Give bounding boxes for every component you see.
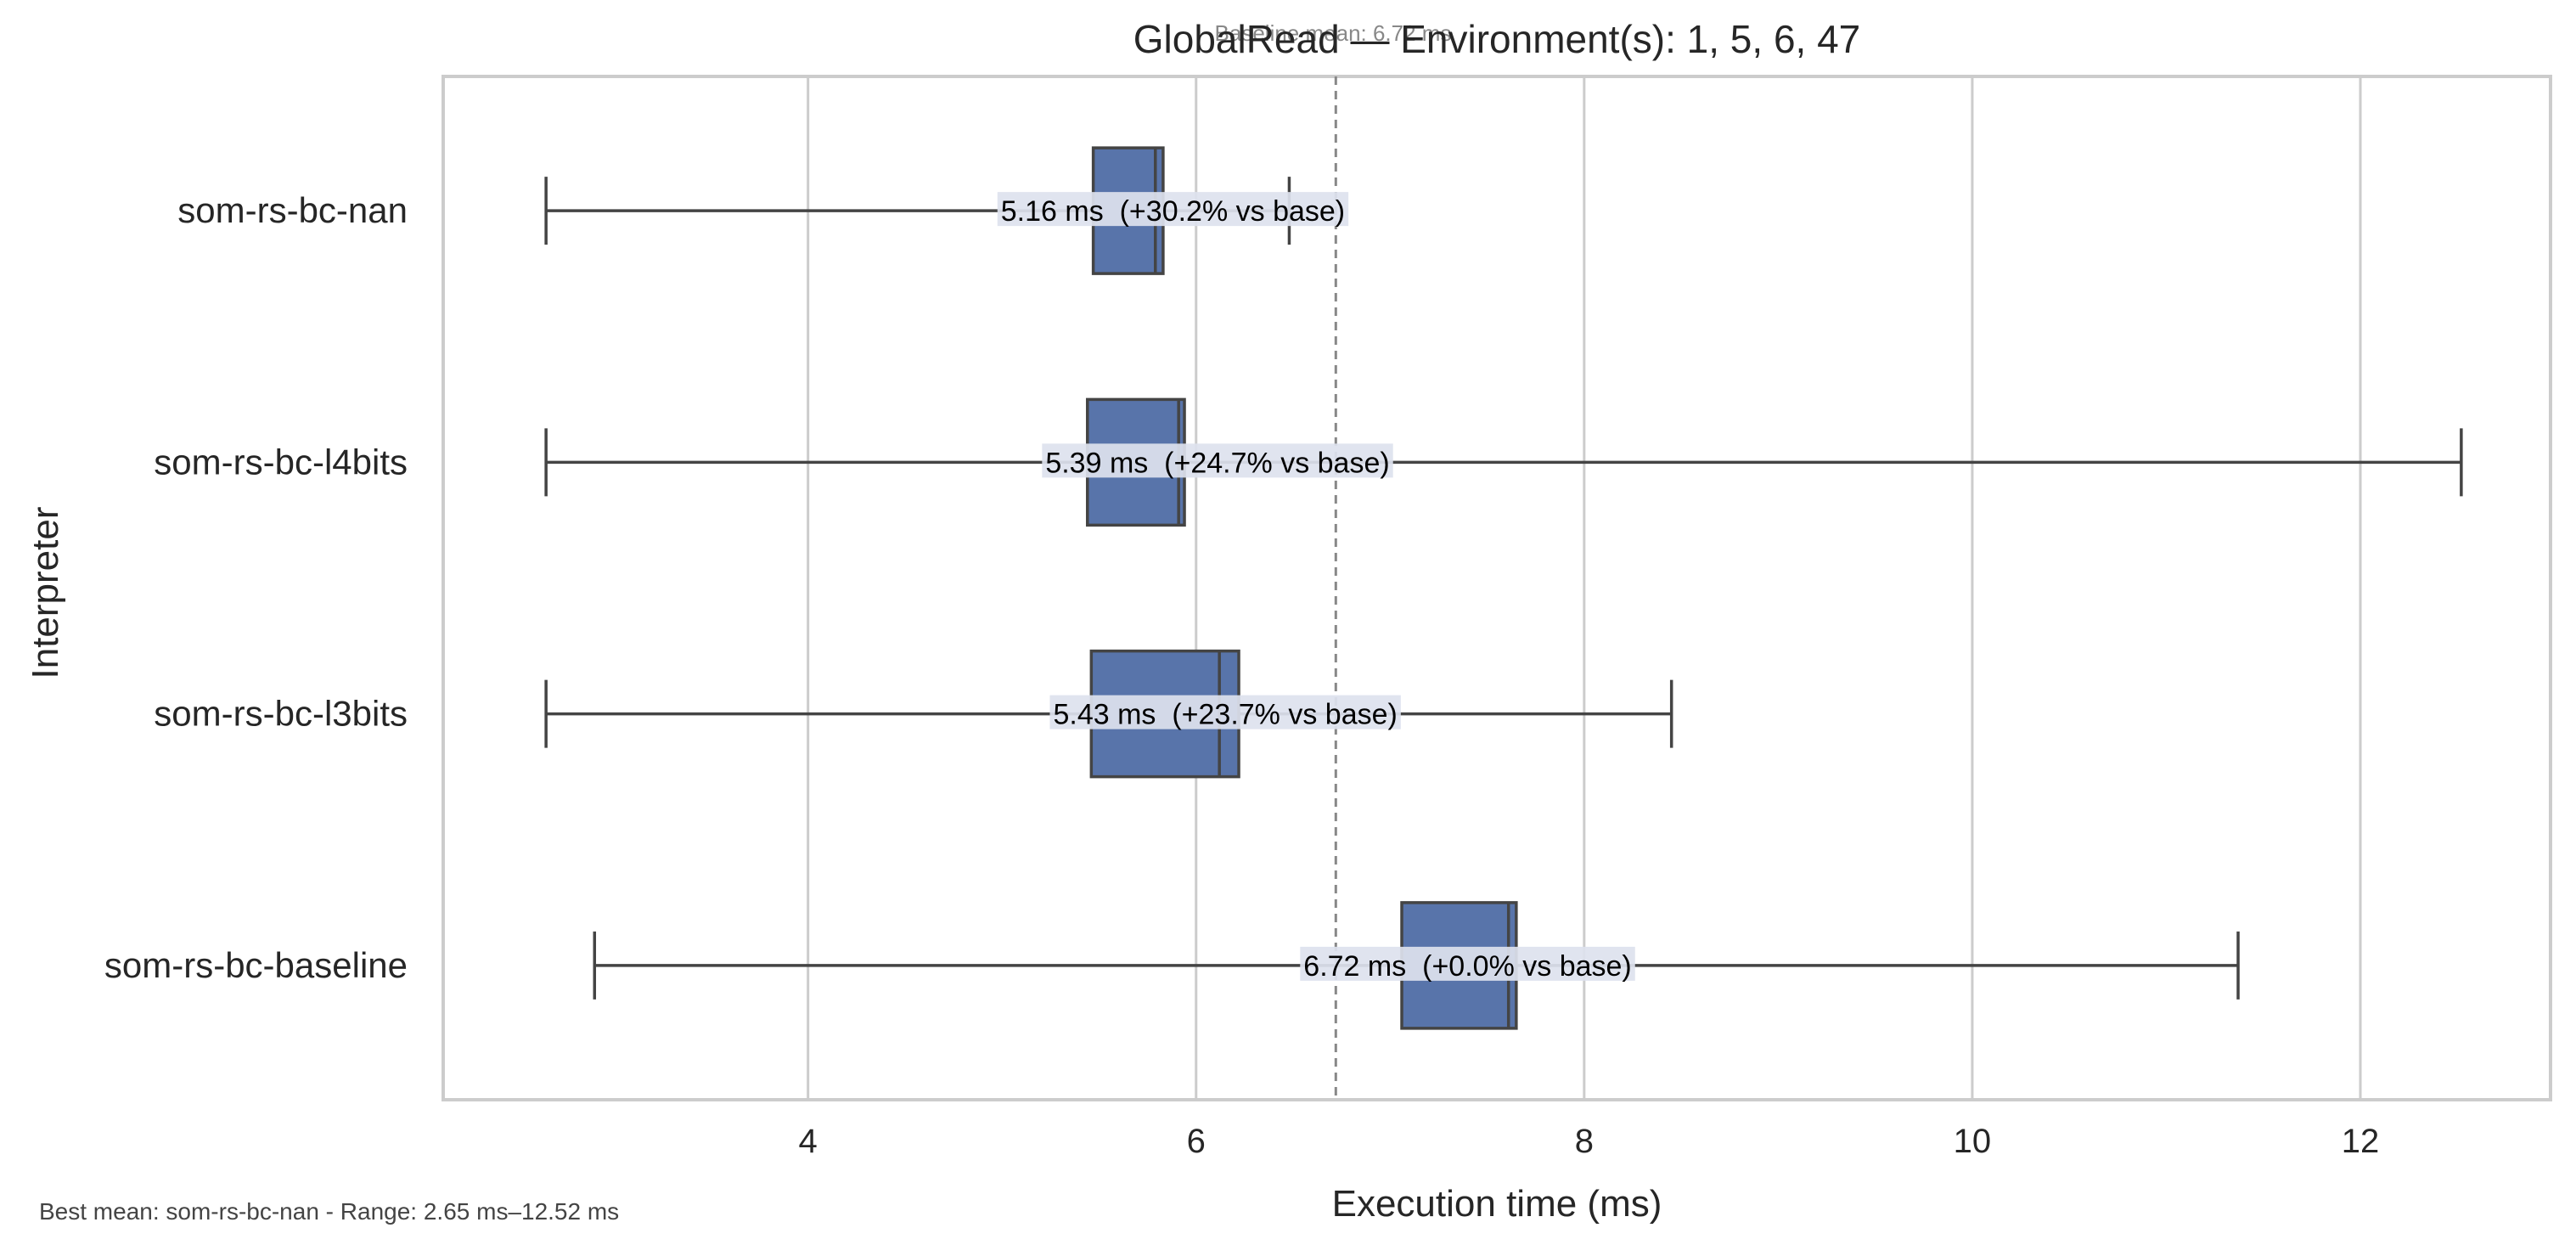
annotation-label: 5.39 ms (+24.7% vs base) (1045, 447, 1389, 479)
annotation-background (1049, 695, 1401, 729)
tick-layer: 4 6 8 10 12 som-rs-bc-nan som-rs-bc-l4bits som-… (104, 190, 2379, 1160)
mean-annotation: 6.72 ms (+0.0% vs base) (1300, 946, 1635, 983)
annotation-background (1042, 443, 1393, 478)
y-tick-label: som-rs-bc-l3bits (154, 694, 408, 734)
mean-annotation: 5.43 ms (+23.7% vs base) (1049, 695, 1401, 731)
mean-annotation: 5.39 ms (+24.7% vs base) (1042, 443, 1393, 479)
label-layer: 5.16 ms (+30.2% vs base) 5.39 ms (+24.7% … (997, 192, 1635, 983)
x-tick-label: 12 (2342, 1123, 2380, 1160)
footnote: Best mean: som-rs-bc-nan - Range: 2.65 m… (39, 1198, 619, 1225)
x-tick-label: 4 (799, 1123, 818, 1160)
x-tick-label: 8 (1575, 1123, 1594, 1160)
annotation-label: 6.72 ms (+0.0% vs base) (1303, 950, 1631, 983)
grid-layer (807, 76, 2362, 1100)
annotation-background (1300, 946, 1635, 981)
mean-annotation: 5.16 ms (+30.2% vs base) (997, 192, 1349, 228)
y-tick-label: som-rs-bc-nan (177, 190, 408, 230)
y-tick-label: som-rs-bc-l4bits (154, 442, 408, 482)
annotation-label: 5.43 ms (+23.7% vs base) (1053, 699, 1397, 731)
annotation-label: 5.16 ms (+30.2% vs base) (1001, 195, 1345, 228)
box-group-som-rs-bc-l4bits (544, 397, 2463, 527)
x-tick-label: 10 (1954, 1123, 1992, 1160)
plot-frame (442, 75, 2552, 1101)
y-axis-label: Interpreter (25, 507, 66, 679)
annotation-background (997, 192, 1349, 227)
x-axis-label: Execution time (ms) (1332, 1183, 1662, 1225)
y-tick-label: som-rs-bc-baseline (104, 945, 408, 985)
x-tick-label: 6 (1187, 1123, 1206, 1160)
chart-title: GlobalRead — Environment(s): 1, 5, 6, 47 (1133, 17, 1861, 61)
box-layer (544, 146, 2463, 1030)
baseline-mean-label: Baseline mean: 6.72 ms (1215, 20, 1452, 46)
